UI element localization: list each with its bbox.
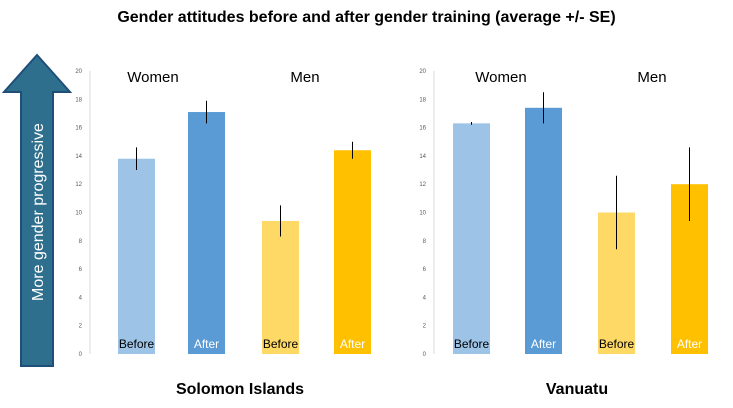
y-tick-label: 14 (419, 154, 426, 160)
y-tick-label: 8 (79, 239, 83, 245)
bar (118, 158, 155, 354)
y-tick-label: 18 (75, 97, 82, 103)
group-label: Women (475, 69, 526, 86)
y-tick-label: 6 (423, 267, 427, 273)
y-tick-label: 8 (423, 239, 427, 245)
y-tick-label: 20 (419, 69, 426, 75)
bar-label: Before (119, 337, 155, 351)
bar-label: Before (263, 337, 299, 351)
y-tick-label: 4 (79, 295, 83, 301)
y-tick-label: 14 (75, 154, 82, 160)
y-tick-label: 12 (419, 182, 426, 188)
bar-label: Before (599, 337, 635, 351)
panel: 0 2 4 6 8 10 12 14 16 18 20 Women Before After Men Befo… (75, 69, 371, 398)
bar-label: After (531, 337, 556, 351)
y-tick-label: 20 (75, 69, 82, 75)
y-tick-label: 10 (419, 211, 426, 217)
y-tick-label: 2 (423, 324, 427, 330)
bar (525, 107, 562, 354)
y-tick-label: 2 (79, 324, 83, 330)
y-tick-label: 6 (79, 267, 83, 273)
group-label: Men (290, 69, 319, 86)
arrow-label: More gender progressive (30, 123, 47, 301)
y-tick-label: 4 (423, 295, 427, 301)
bar (453, 123, 490, 354)
bar (262, 220, 299, 354)
group-label: Women (127, 69, 178, 86)
panel-title: Solomon Islands (176, 381, 304, 398)
bar-label: After (677, 337, 702, 351)
y-tick-label: 0 (79, 352, 83, 358)
panel: 0 2 4 6 8 10 12 14 16 18 20 Women Before After Men Befo… (419, 69, 708, 398)
progressive-arrow: More gender progressive (1, 53, 73, 367)
group-label: Men (637, 69, 666, 86)
arrow-shape (1, 53, 73, 367)
y-tick-label: 10 (75, 211, 82, 217)
bar (334, 150, 371, 354)
y-tick-label: 16 (419, 126, 426, 132)
y-tick-label: 18 (419, 97, 426, 103)
bar-label: After (340, 337, 365, 351)
bar (188, 112, 225, 354)
panel-title: Vanuatu (546, 381, 608, 398)
bar-label: Before (454, 337, 490, 351)
y-tick-label: 12 (75, 182, 82, 188)
y-tick-label: 0 (423, 352, 427, 358)
y-tick-label: 16 (75, 126, 82, 132)
bar-label: After (194, 337, 219, 351)
chart-title: Gender attitudes before and after gender… (117, 9, 615, 26)
